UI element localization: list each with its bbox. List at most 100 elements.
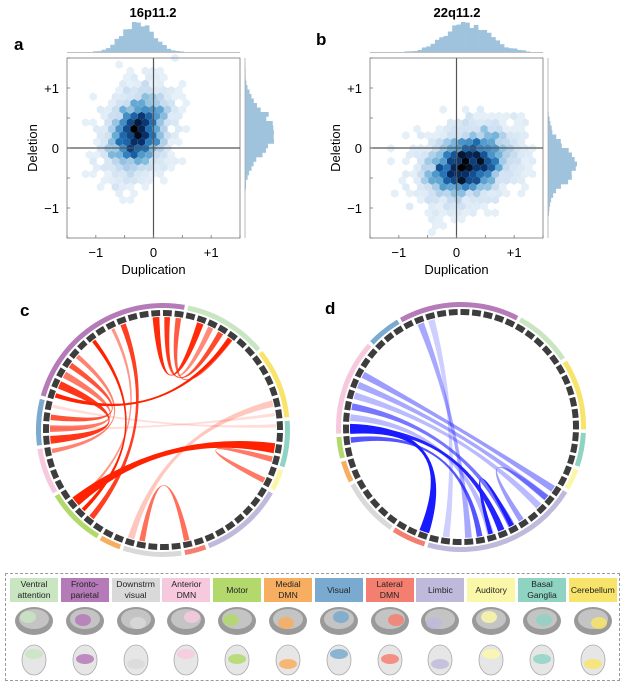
hexbin-cell — [461, 182, 470, 192]
top-histogram-bar — [413, 51, 418, 52]
hexbin-cell — [152, 150, 161, 160]
hexbin-cell — [528, 156, 537, 166]
top-histogram-bar — [144, 25, 150, 52]
chord-connection — [417, 322, 472, 538]
network-node — [43, 423, 50, 434]
hexbin-cell — [149, 156, 157, 166]
hexbin-cell — [111, 131, 120, 140]
hexbin-cell — [424, 169, 432, 179]
hexbin-cell — [513, 118, 522, 127]
network-node — [471, 309, 482, 317]
network-arc — [54, 493, 100, 539]
network-node — [475, 536, 486, 544]
hexbin-cell — [465, 189, 473, 198]
brain-map-icon — [523, 607, 561, 676]
hexbin-cell — [178, 92, 187, 101]
top-histogram-bar — [482, 29, 488, 52]
legend-label-line: visual — [124, 590, 147, 600]
hexbin-cell — [446, 208, 455, 218]
hexbin-cell — [137, 111, 146, 121]
hexbin-cell — [465, 202, 473, 211]
legend-label-line: DMN — [176, 590, 197, 600]
hexbin-cell — [122, 73, 131, 82]
hexbin-cell — [108, 176, 116, 185]
network-arc — [392, 527, 426, 547]
chord-connection — [81, 339, 127, 512]
hexbin-cell — [439, 221, 447, 230]
hexbin-cell — [413, 163, 421, 172]
hexbin-cell — [163, 131, 172, 140]
right-histogram-bar — [245, 85, 248, 90]
hexbin-cell — [499, 131, 507, 140]
hexbin-cell — [487, 163, 496, 172]
chord-connection — [139, 485, 190, 542]
network-arc — [122, 545, 182, 558]
hexbin-cell — [487, 137, 496, 147]
hexbin-cell — [134, 169, 142, 179]
right-histogram-bar — [245, 125, 274, 131]
hexbin-cell — [480, 124, 488, 134]
network-node — [494, 314, 505, 323]
hexbin-cell — [435, 124, 444, 134]
y-tick-label: +1 — [44, 81, 59, 96]
chord-connection — [50, 381, 110, 444]
top-histogram-bar — [478, 30, 483, 52]
hexbin-cell — [130, 137, 138, 147]
hexbin-cell — [480, 202, 488, 211]
network-node — [234, 513, 245, 524]
hexbin-cell — [130, 163, 138, 172]
hexbin-cell — [160, 73, 168, 82]
hexbin-cell — [149, 66, 157, 76]
right-histogram-bar — [548, 202, 551, 207]
top-histogram-bar — [460, 22, 466, 52]
region-highlight-icon — [387, 614, 404, 626]
hexbin-cell — [469, 182, 477, 192]
network-node — [483, 311, 494, 320]
hexbin-cell — [178, 79, 187, 89]
hexbin-cell — [115, 60, 123, 69]
hexbin-cell — [122, 111, 131, 121]
axial-region-highlight-icon — [431, 659, 450, 669]
hexbin-cell — [502, 163, 511, 172]
chord-connection — [50, 362, 113, 422]
hexbin-cell — [402, 131, 410, 140]
hexbin-cell — [446, 182, 455, 192]
hexbin-cell — [491, 195, 499, 205]
network-arc — [99, 535, 122, 550]
axial-region-highlight-icon — [482, 649, 501, 659]
network-node — [124, 538, 135, 547]
network-node — [50, 468, 60, 480]
legend-label-line: Basal — [531, 579, 553, 589]
hexbin-cell — [472, 163, 481, 172]
chord-connection — [495, 466, 549, 522]
network-node — [406, 526, 418, 536]
hexbin-cell — [476, 105, 485, 114]
region-highlight-icon — [481, 611, 498, 623]
network-node — [549, 354, 560, 366]
hexbin-cell — [391, 189, 399, 198]
chord-connection — [72, 441, 276, 506]
hexbin-cell — [119, 195, 127, 205]
network-node — [214, 527, 226, 537]
right-histogram-bar — [548, 175, 572, 180]
hexbin-cell — [100, 111, 108, 121]
hexbin-cell — [137, 150, 146, 160]
hexbin-cell — [495, 189, 503, 198]
hexbin-cell — [432, 169, 440, 179]
network-node — [77, 340, 88, 351]
hexbin-cell — [499, 118, 507, 127]
hexbin-cell — [472, 150, 481, 160]
hexbin-cell — [525, 163, 533, 172]
top-histogram-bar — [473, 24, 479, 52]
network-node — [343, 424, 350, 434]
hexbin-cell — [480, 176, 488, 185]
legend-label-line: Lateral — [376, 579, 403, 589]
hexbin-cell — [435, 163, 444, 172]
hexbin-cell — [130, 176, 138, 185]
hexbin-cell — [175, 86, 183, 95]
legend-item: Downstrm visual — [111, 578, 160, 678]
hexbin-cell — [171, 131, 179, 140]
hexbin-cell — [402, 182, 410, 192]
hexbin-cell — [484, 182, 492, 192]
hexbin-cell — [495, 124, 503, 134]
